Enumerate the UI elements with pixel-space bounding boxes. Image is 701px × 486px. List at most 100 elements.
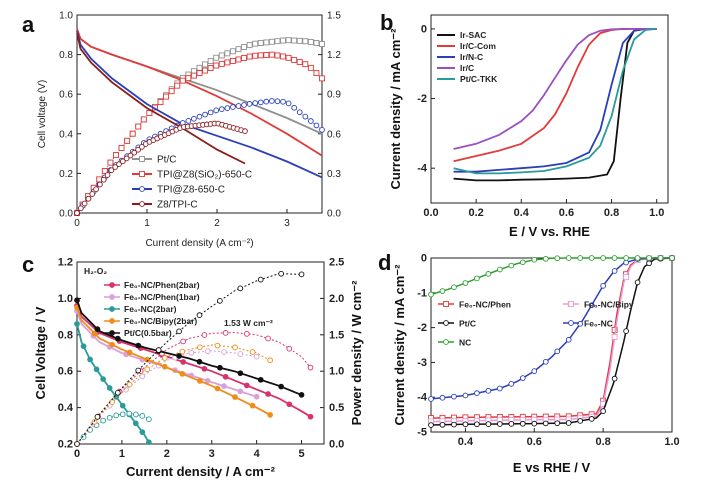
panel-a-power-point	[296, 59, 303, 65]
panel-a-polarization-1	[76, 28, 323, 157]
panel-d-series-point	[634, 279, 641, 286]
panel-d-series-point	[554, 348, 561, 355]
panel-c-polarization-point	[93, 366, 100, 373]
panel-b-x-tick-label: 0.4	[514, 207, 530, 219]
panel-a-power-point	[229, 58, 236, 64]
panel-a-power-point	[242, 128, 248, 135]
panel-a-power-point	[252, 52, 259, 59]
panel-c-power-point	[237, 351, 244, 357]
panel-a-power-point	[307, 38, 314, 45]
panel-a-power-point	[85, 195, 92, 202]
panel-a-power-point	[257, 99, 264, 106]
panel-c-polarization-point	[204, 377, 211, 384]
panel-c-polarization-point	[114, 335, 121, 342]
panel-c-y-tick-label: 0.8	[58, 329, 73, 341]
panel-a-legend-label: TPI@Z8(SiO₂)-650-C	[157, 170, 252, 181]
panel-d-series-point	[611, 333, 618, 340]
panel-c-legend-marker	[109, 282, 115, 288]
panel-d-series-point	[519, 375, 526, 381]
panel-d-series-point	[600, 255, 606, 261]
panel-a-power-point	[285, 100, 292, 107]
panel-b-legend-label: Ir/C-Com	[460, 41, 496, 51]
panel-a-power-point	[124, 137, 131, 144]
panel-a-x-tick-label: 2	[214, 218, 220, 229]
panel-c-polarization-point	[126, 349, 133, 356]
panel-c-power-point	[80, 434, 87, 440]
panel-d-legend-label: Pt/C	[459, 319, 476, 329]
panel-a-legend-label: Pt/C	[157, 155, 176, 166]
panel-d-series-point	[623, 328, 629, 334]
panel-c-legend-title: H₂-O₂	[84, 266, 107, 276]
panel-a-power-point	[213, 54, 220, 61]
panel-a-power-point	[131, 149, 138, 156]
panel-d-series-point	[428, 422, 434, 428]
panel-a-power-point	[302, 113, 309, 120]
panel-a-power-point	[307, 64, 314, 71]
panel-c-y-tick-label: 0.4	[58, 402, 74, 414]
panel-b-frame	[430, 14, 669, 204]
panel-a-legend-label: Z8/TPI-C	[157, 200, 198, 211]
panel-c-annotation: 1.53 W cm⁻²	[224, 318, 273, 328]
panel-a-power-point	[89, 191, 96, 197]
panel-d-series-point	[588, 255, 595, 261]
panel-a-power-point	[100, 176, 107, 183]
panel-a-power-point	[291, 104, 298, 111]
panel-c-power-point	[265, 335, 271, 342]
panel-d-series-point	[451, 284, 457, 291]
panel-d-series-2	[430, 257, 673, 426]
panel-d-series-point	[508, 381, 515, 387]
panel-b-series-3	[453, 28, 657, 150]
panel-a-power-point	[113, 152, 119, 159]
panel-c-y-tick-label: 1.0	[58, 293, 73, 305]
panel-a-power-point	[174, 82, 181, 89]
panel-d-series-point	[497, 385, 503, 392]
panel-a-power-point	[118, 145, 125, 151]
panel-d-series-point	[669, 255, 675, 261]
panel-a-ylabel: Cell voltage (V)	[37, 80, 48, 148]
panel-c-x-tick-label: 0	[74, 448, 80, 460]
panel-c-power-point	[214, 342, 221, 349]
panel-d-series-point	[646, 255, 652, 261]
panel-a-y-tick-label: 1.0	[59, 11, 73, 22]
panel-b-y-tick-label: 0	[421, 23, 427, 35]
panel-d-series-point	[623, 255, 629, 261]
panel-a-power-point	[119, 158, 126, 165]
panel-a-power-point	[108, 167, 115, 174]
panel-c-legend-label: Fe₀-NC(2bar)	[124, 304, 177, 314]
panel-a-power-point	[218, 60, 225, 67]
panel-d-y-tick-label: -2	[417, 322, 427, 334]
panel-a-power-point	[185, 117, 192, 124]
panel-d-series-point	[611, 255, 618, 261]
panel-c-polarization-point	[249, 402, 256, 409]
panel-d-legend-label: NC	[459, 338, 471, 348]
panel-a-power-point	[202, 111, 208, 118]
panel-d-series-point	[531, 256, 538, 263]
panel-d-series-point	[497, 421, 503, 427]
panel-a-power-point	[280, 37, 286, 44]
panel-a-power-point	[302, 61, 309, 68]
panel-d-legend-marker	[443, 320, 449, 326]
panel-a-power-point	[112, 164, 119, 170]
panel-a-power-point	[135, 146, 141, 153]
panel-d-x-tick-label: 0.8	[595, 436, 610, 448]
panel-a-power-point	[129, 130, 136, 137]
panel-a-frame	[76, 14, 323, 214]
panel-c-power-point	[139, 413, 146, 419]
panel-d-series-point	[428, 291, 434, 298]
panel-a-power-point	[319, 41, 325, 47]
panel-a-power-point	[263, 98, 270, 105]
panel-d-series-point	[451, 393, 457, 400]
panel-d-series-point	[623, 274, 630, 281]
panel-c-polarization-point	[87, 356, 93, 363]
panel-b-x-tick-label: 1.0	[649, 207, 664, 219]
panel-a-power-point	[123, 155, 130, 162]
panel-c-legend-label: Pt/C(0.5bar)	[124, 328, 172, 338]
panel-a-y2-tick-label: 0.3	[327, 169, 341, 180]
panel-a-y2-tick-label: 0.6	[327, 129, 341, 140]
panel-b-x-tick-label: 0.0	[423, 207, 438, 219]
panel-b-series-0	[453, 28, 657, 182]
panel-c-y2-tick-label: 1.5	[329, 329, 344, 341]
panel-b-legend-label: Ir/C	[460, 63, 474, 73]
panel-c-legend-label: Fe₀-NC/Phen(2bar)	[124, 280, 200, 290]
